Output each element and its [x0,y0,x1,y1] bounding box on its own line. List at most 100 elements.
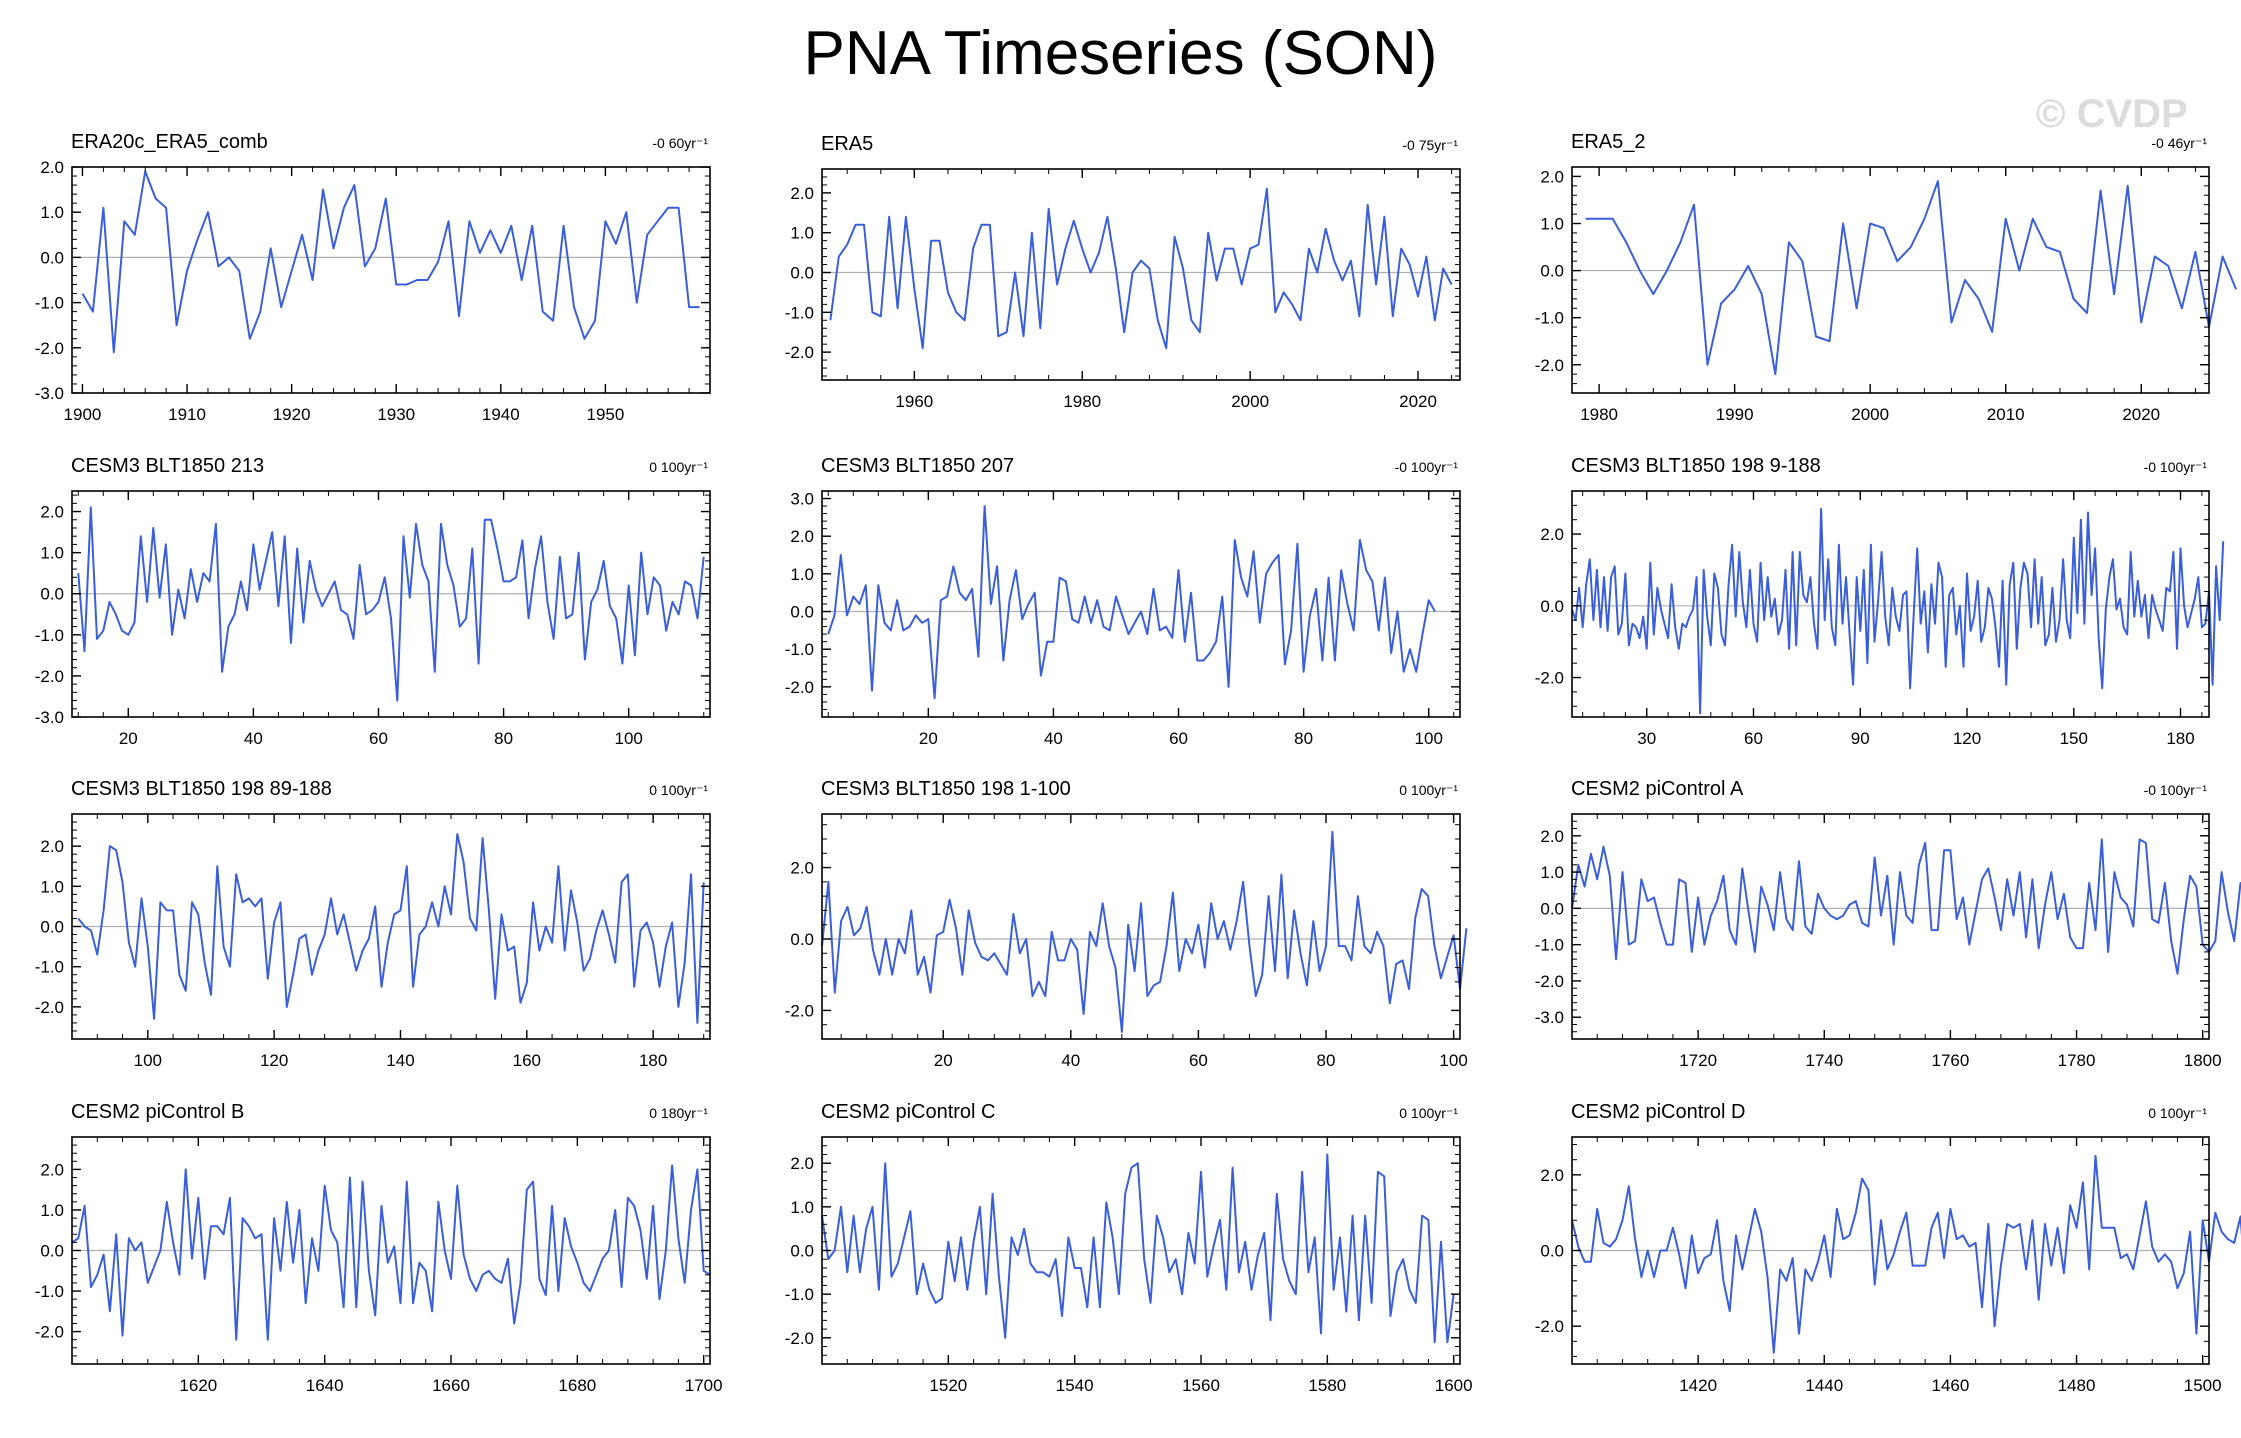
panel-title: CESM3 BLT1850 207 [821,455,1014,477]
series-line [827,505,1436,700]
series-line [71,1164,711,1341]
x-tick-label: 30 [1637,729,1656,748]
x-tick-label: 60 [1169,729,1188,748]
y-tick-label: -2.0 [785,1001,814,1020]
y-tick-label: -2.0 [1535,356,1564,375]
chart-panel: CESM3 BLT1850 213 0 100yr⁻¹ -3.0 -2.0 -1.0 0.… [35,455,711,748]
panel-title: CESM2 piControl D [1571,1101,1746,1123]
y-tick-label: 1.0 [790,565,814,584]
y-tick-label: 1.0 [790,224,814,243]
x-tick-label: 1540 [1056,1376,1094,1395]
y-tick-label: 2.0 [790,184,814,203]
series-line [821,830,1468,1033]
x-tick-label: 2020 [1399,392,1437,411]
chart-panel: CESM2 piControl A -0 100yr⁻¹ -3.0 -2.0 -1.0 0… [1535,778,2241,1070]
y-tick-label: -1.0 [35,626,64,645]
x-tick-label: 80 [1317,1051,1336,1070]
panel-title: ERA5_2 [1571,131,1646,153]
y-tick-label: 2.0 [1540,167,1564,186]
x-tick-label: 1930 [377,405,415,424]
x-tick-label: 1420 [1679,1376,1717,1395]
trend-label: 0 100yr⁻¹ [2148,1105,2207,1121]
x-tick-label: 60 [1744,729,1763,748]
trend-label: -0 100yr⁻¹ [2144,459,2208,475]
x-tick-label: 1720 [1679,1051,1717,1070]
series-line [77,833,705,1024]
x-tick-label: 80 [1294,729,1313,748]
y-tick-label: 0.0 [790,1242,814,1261]
x-tick-label: 120 [1953,729,1981,748]
x-tick-label: 1800 [2184,1051,2222,1070]
x-tick-label: 1780 [2058,1051,2096,1070]
x-tick-label: 20 [119,729,138,748]
y-tick-label: -2.0 [1535,972,1564,991]
y-tick-label: 2.0 [790,859,814,878]
plot-frame [821,168,1461,381]
panel-title: CESM3 BLT1850 198 89-188 [71,778,332,800]
x-tick-label: 1440 [1805,1376,1843,1395]
y-tick-label: -1.0 [35,1282,64,1301]
chart-panel: ERA5_2 -0 46yr⁻¹ -2.0 -1.0 0.0 1.0 2.0 1980 1990… [1535,131,2238,424]
x-tick-label: 1520 [929,1376,967,1395]
y-tick-label: 2.0 [1540,827,1564,846]
y-tick-label: 2.0 [40,503,64,522]
x-tick-label: 20 [919,729,938,748]
chart-panel: CESM3 BLT1850 198 89-188 0 100yr⁻¹ -2.0 -1.… [35,778,711,1070]
chart-panel: CESM3 BLT1850 198 9-188 -0 100yr⁻¹ -2.0 0.0… [1535,455,2225,748]
x-tick-label: 140 [386,1051,414,1070]
x-tick-label: 60 [369,729,388,748]
panel-title: CESM2 piControl C [821,1101,996,1123]
y-tick-label: 1.0 [1540,863,1564,882]
x-tick-label: 2010 [1987,405,2025,424]
y-tick-label: 2.0 [1540,1166,1564,1185]
trend-label: -0 100yr⁻¹ [1395,459,1459,475]
x-tick-label: 2020 [2122,405,2160,424]
y-tick-label: -1.0 [785,1285,814,1304]
x-tick-label: 1760 [1932,1051,1970,1070]
x-tick-label: 1580 [1308,1376,1346,1395]
trend-label: 0 100yr⁻¹ [649,459,708,475]
y-tick-label: 1.0 [1540,215,1564,234]
series-line [1571,838,2241,975]
plot-frame [821,490,1461,718]
x-tick-label: 1980 [1580,405,1618,424]
x-tick-label: 1660 [432,1376,470,1395]
x-tick-label: 100 [1415,729,1443,748]
plot-frame [71,490,711,718]
y-tick-label: 1.0 [40,1201,64,1220]
panel-title: CESM2 piControl B [71,1101,244,1123]
plot-frame [821,813,1461,1040]
y-tick-label: -3.0 [1535,1008,1564,1027]
y-tick-label: 2.0 [40,158,64,177]
y-tick-label: 2.0 [40,1160,64,1179]
x-tick-label: 40 [1061,1051,1080,1070]
plot-frame [1571,813,2210,1040]
y-tick-label: -1.0 [785,303,814,322]
x-tick-label: 100 [614,729,642,748]
trend-label: -0 60yr⁻¹ [652,135,708,151]
y-tick-label: 0.0 [1540,1242,1564,1261]
y-tick-label: 1.0 [40,877,64,896]
plot-frame [71,166,711,394]
y-tick-label: -2.0 [785,678,814,697]
x-tick-label: 1940 [482,405,520,424]
trend-label: 0 100yr⁻¹ [1399,782,1458,798]
series-line [1585,180,2238,376]
chart-panel: CESM2 piControl B 0 180yr⁻¹ -2.0 -1.0 0.0 1.0… [35,1101,723,1395]
x-tick-label: 1740 [1805,1051,1843,1070]
chart-panel: CESM2 piControl C 0 100yr⁻¹ -2.0 -1.0 0.0 1.0… [785,1101,1473,1395]
x-tick-label: 1910 [168,405,206,424]
panel-title: CESM3 BLT1850 198 1-100 [821,778,1071,800]
x-tick-label: 20 [934,1051,953,1070]
x-tick-label: 80 [494,729,513,748]
x-tick-label: 1900 [64,405,102,424]
x-tick-label: 1640 [306,1376,344,1395]
x-tick-label: 2000 [1851,405,1889,424]
y-tick-label: 0.0 [1540,597,1564,616]
y-tick-label: 0.0 [1540,899,1564,918]
y-tick-label: -1.0 [35,958,64,977]
y-tick-label: -3.0 [35,708,64,727]
series-line [1571,507,2225,715]
panel-title: CESM2 piControl A [1571,778,1744,800]
x-tick-label: 90 [1851,729,1870,748]
